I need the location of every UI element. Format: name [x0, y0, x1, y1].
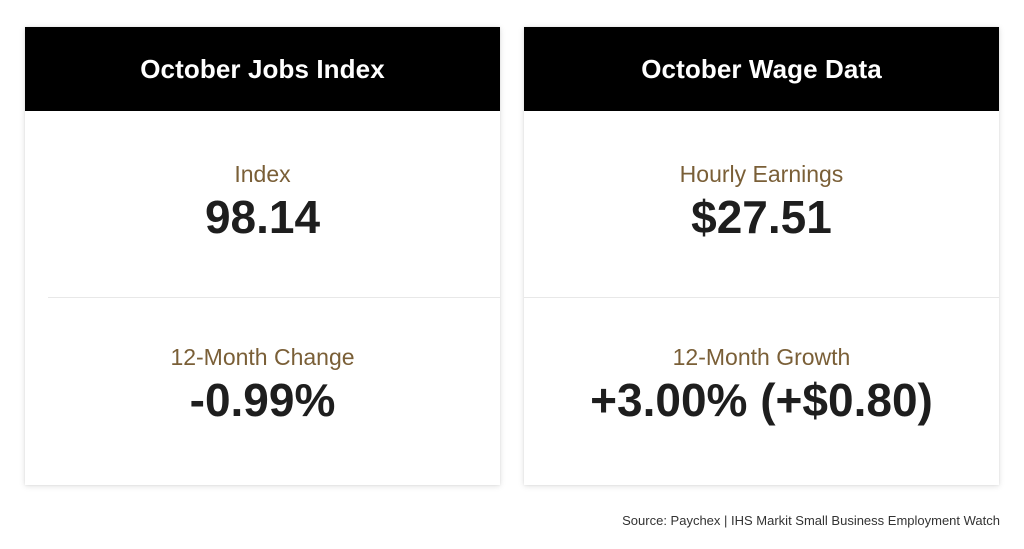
- hourly-earnings-metric: Hourly Earnings $27.51: [524, 159, 999, 243]
- wage-data-card: October Wage Data Hourly Earnings $27.51…: [524, 27, 999, 485]
- jobs-index-card: October Jobs Index Index 98.14 12-Month …: [25, 27, 500, 485]
- divider: [48, 297, 500, 298]
- growth-metric: 12-Month Growth +3.00% (+$0.80): [524, 342, 999, 426]
- metric-label: 12-Month Change: [170, 344, 355, 370]
- metric-value: -0.99%: [189, 374, 336, 426]
- card-title: October Wage Data: [641, 53, 882, 84]
- source-caption: Source: Paychex | IHS Markit Small Busin…: [622, 513, 1000, 528]
- change-metric: 12-Month Change -0.99%: [25, 342, 500, 426]
- metric-value: $27.51: [691, 191, 832, 243]
- card-title: October Jobs Index: [140, 53, 385, 84]
- metric-value: 98.14: [204, 191, 321, 243]
- card-header: October Wage Data: [524, 27, 999, 111]
- metric-label: Index: [234, 161, 291, 187]
- metric-label: 12-Month Growth: [672, 344, 851, 370]
- index-metric: Index 98.14: [25, 159, 500, 243]
- divider: [524, 297, 999, 298]
- card-header: October Jobs Index: [25, 27, 500, 111]
- metric-value: +3.00% (+$0.80): [590, 374, 933, 426]
- metric-label: Hourly Earnings: [679, 161, 844, 187]
